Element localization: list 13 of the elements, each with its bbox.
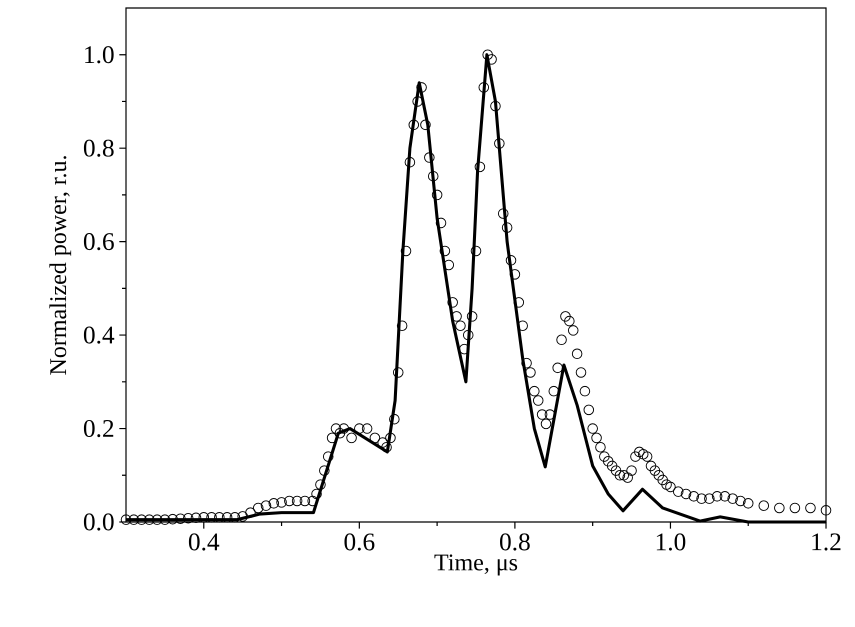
y-axis-title: Normalized power, r.u. <box>49 156 72 375</box>
x-tick-label: 1.0 <box>656 533 686 551</box>
x-tick-label: 0.8 <box>500 533 530 551</box>
y-tick-label: 0.0 <box>84 513 114 531</box>
y-tick-label: 0.8 <box>84 140 114 157</box>
y-tick-label: 0.4 <box>84 326 114 344</box>
y-tick-label: 0.6 <box>84 233 114 250</box>
x-axis-title: Time, μs <box>434 554 518 576</box>
x-tick-label: 0.4 <box>188 533 220 551</box>
y-tick-label: 0.2 <box>84 420 114 438</box>
x-tick-label: 1.2 <box>812 533 840 551</box>
y-tick-label: 1.0 <box>85 46 114 64</box>
x-tick-label: 0.6 <box>344 533 374 551</box>
